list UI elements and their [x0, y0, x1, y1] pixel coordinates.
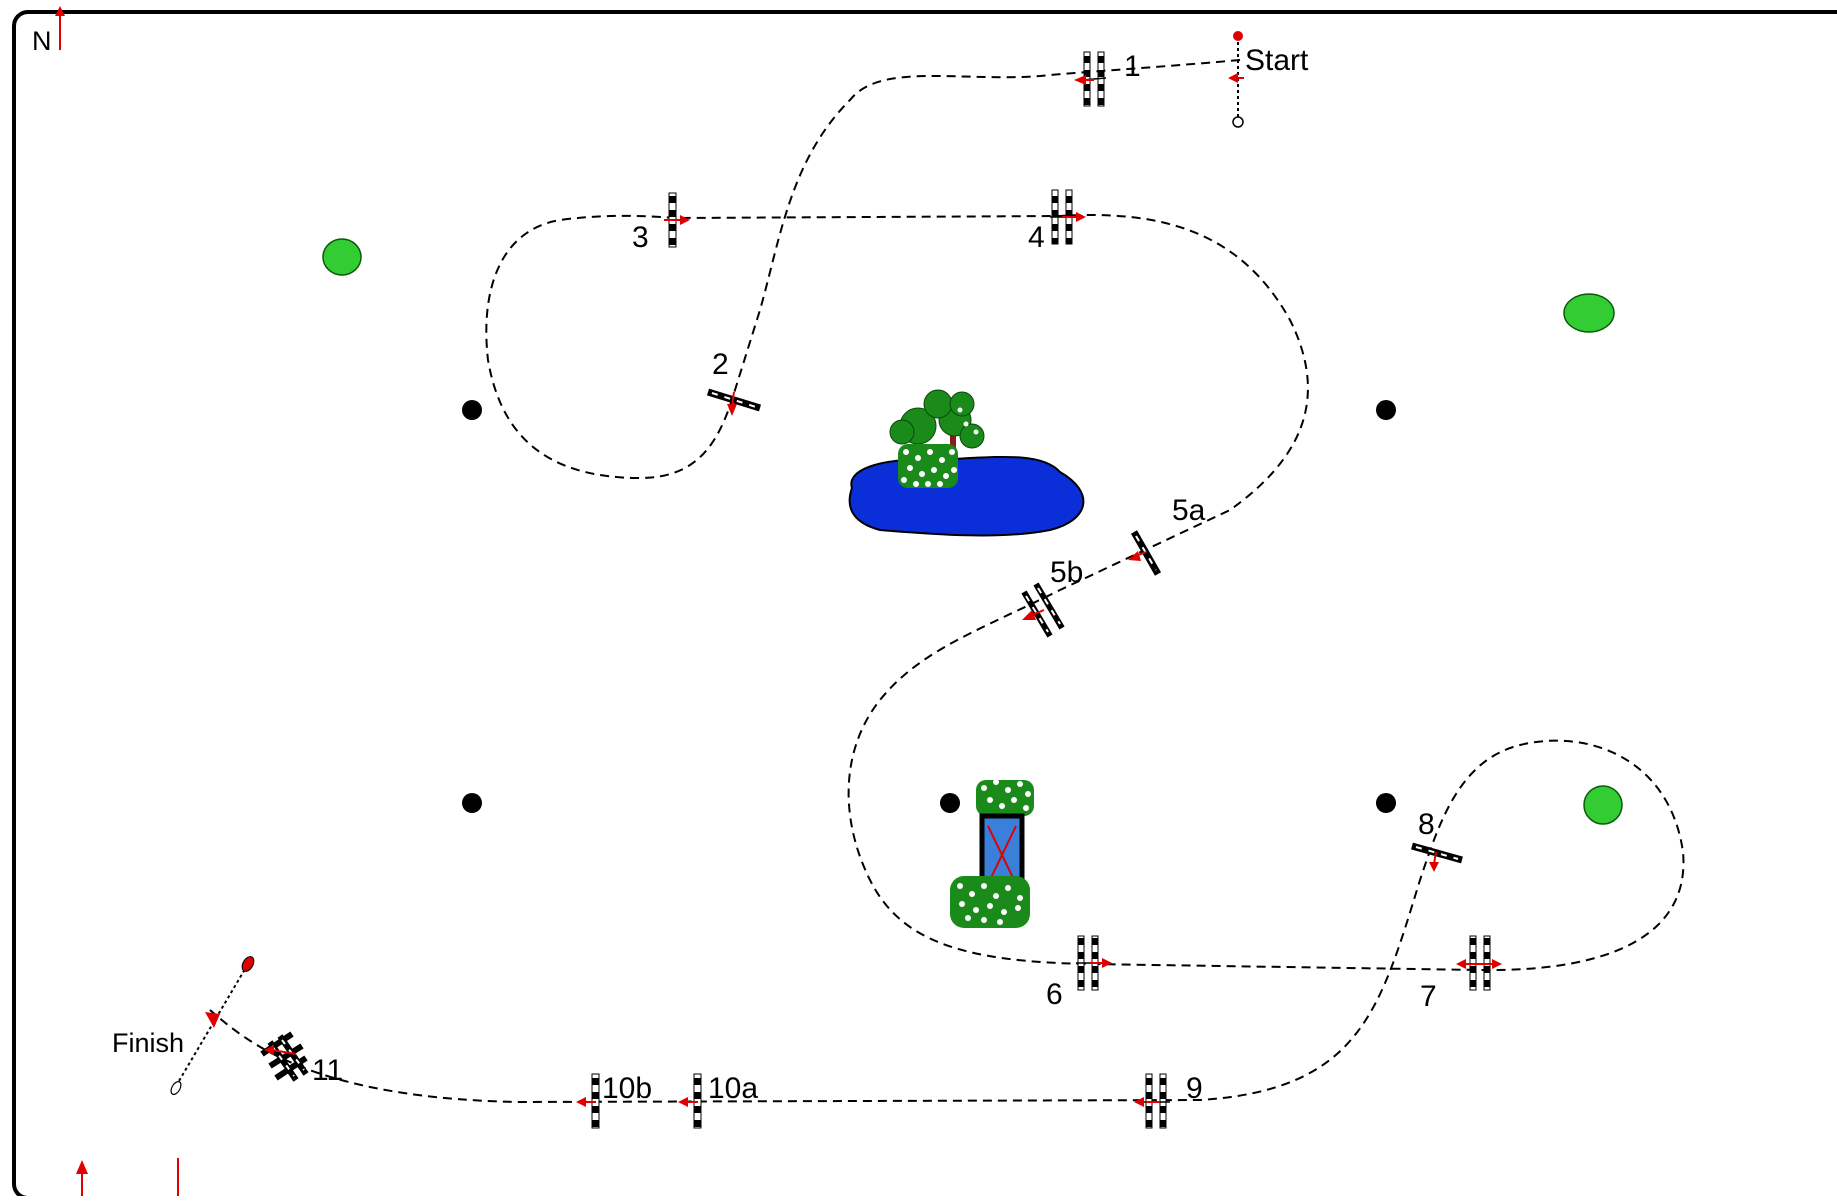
- entry-markers: [76, 1158, 179, 1196]
- direction-arrow-icon: [1102, 958, 1112, 968]
- obstacle-8[interactable]: 8: [1411, 808, 1463, 872]
- course-path: [209, 59, 1685, 1104]
- flower-box-icon: [950, 876, 1030, 928]
- water-jump: [950, 779, 1034, 928]
- green-markers: [322, 238, 1623, 825]
- direction-arrow-icon: [1074, 75, 1086, 85]
- start-label: Start: [1245, 44, 1309, 77]
- direction-arrow-icon: [1022, 610, 1036, 620]
- north-compass: N: [32, 6, 65, 56]
- obstacle-1-label: 1: [1124, 50, 1141, 83]
- green-marker-icon: [322, 238, 362, 276]
- pond-with-trees: [848, 389, 1085, 537]
- obstacle-1[interactable]: 1: [1074, 50, 1141, 107]
- start-line: Start: [1228, 31, 1309, 128]
- obstacle-5b-label: 5b: [1050, 556, 1083, 589]
- direction-arrow-icon: [727, 404, 737, 416]
- obstacle-4[interactable]: 4: [1028, 189, 1086, 254]
- pond-icon: [848, 455, 1085, 537]
- arena-dot: [462, 400, 482, 420]
- arena-dot: [940, 793, 960, 813]
- obstacle-10b[interactable]: 10b: [576, 1072, 652, 1129]
- arena-dot: [1376, 793, 1396, 813]
- obstacle-5a-label: 5a: [1172, 494, 1206, 527]
- flower-box-icon: [976, 779, 1034, 816]
- finish-line: Finish: [112, 956, 255, 1095]
- north-label: N: [32, 26, 52, 56]
- tree-group-icon: [889, 389, 985, 488]
- obstacle-5b[interactable]: 5b: [1021, 556, 1083, 638]
- arena-border: [12, 10, 1837, 1200]
- green-marker-icon: [1563, 293, 1615, 333]
- obstacle-10a[interactable]: 10a: [678, 1072, 758, 1129]
- start-direction-arrow-icon: [1228, 73, 1238, 83]
- start-flag-white-icon: [1232, 116, 1244, 128]
- obstacle-2[interactable]: 2: [706, 348, 762, 416]
- direction-arrow-icon: [264, 1045, 274, 1055]
- start-flag-red-icon: [1233, 31, 1243, 41]
- direction-arrow-icon: [678, 1097, 688, 1107]
- green-marker-icon: [1583, 785, 1623, 825]
- direction-arrow-icon: [1128, 551, 1141, 561]
- obstacle-5a[interactable]: 5a: [1128, 494, 1206, 576]
- obstacle-7[interactable]: 7: [1420, 935, 1502, 1013]
- obstacle-4-label: 4: [1028, 221, 1045, 254]
- obstacle-2-label: 2: [712, 348, 729, 381]
- obstacle-8-label: 8: [1418, 808, 1435, 841]
- direction-arrow-icon: [680, 215, 690, 225]
- finish-label: Finish: [112, 1028, 184, 1058]
- obstacle-11[interactable]: 11: [260, 1031, 343, 1087]
- arena-dot: [1376, 400, 1396, 420]
- obstacle-9[interactable]: 9: [1134, 1072, 1203, 1129]
- obstacle-6[interactable]: 6: [1046, 935, 1112, 1011]
- obstacle-6-label: 6: [1046, 978, 1063, 1011]
- obstacle-3[interactable]: 3: [632, 192, 690, 254]
- finish-flag-red-icon: [241, 956, 255, 972]
- finish-flag-white-icon: [170, 1081, 182, 1095]
- north-arrowhead-icon: [55, 6, 65, 16]
- arena-dot: [462, 793, 482, 813]
- direction-arrow-icon: [1076, 212, 1086, 222]
- direction-arrow-icon: [1429, 862, 1439, 872]
- obstacle-11-label: 11: [312, 1054, 343, 1087]
- obstacle-10a-label: 10a: [708, 1072, 758, 1105]
- obstacle-7-label: 7: [1420, 980, 1437, 1013]
- obstacle-9-label: 9: [1186, 1072, 1203, 1105]
- obstacle-3-label: 3: [632, 221, 649, 254]
- entry-arrowhead-icon: [76, 1160, 88, 1174]
- direction-arrow-icon: [1134, 1097, 1144, 1107]
- finish-direction-arrow-icon: [205, 1012, 220, 1028]
- obstacle-10b-label: 10b: [602, 1072, 652, 1105]
- direction-arrow-icon: [1492, 959, 1502, 969]
- direction-arrow-icon: [576, 1097, 586, 1107]
